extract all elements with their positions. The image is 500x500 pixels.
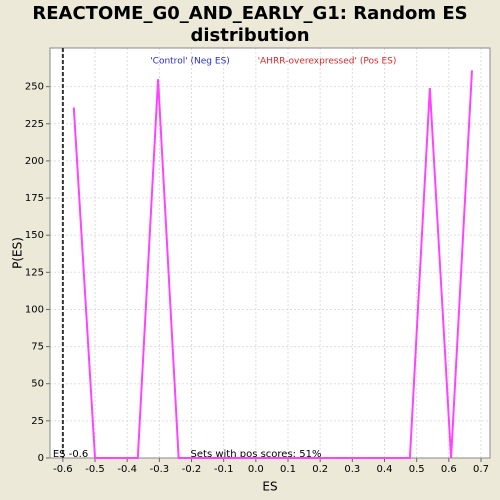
legend-entry: 'AHRR-overexpressed' (Pos ES) — [258, 57, 397, 67]
x-tick-label: -0.3 — [150, 464, 170, 475]
annotation: Sets with pos scores: 51% — [191, 449, 322, 460]
x-axis-label: ES — [262, 480, 277, 494]
y-tick-label: 100 — [25, 304, 44, 315]
x-tick-label: 0.3 — [344, 464, 360, 475]
x-tick-label: 0.0 — [248, 464, 264, 475]
y-tick-label: 125 — [25, 267, 44, 278]
x-tick-label: -0.6 — [53, 464, 73, 475]
x-tick-label: -0.4 — [117, 464, 137, 475]
x-tick-label: 0.5 — [409, 464, 425, 475]
line-series — [72, 70, 473, 459]
y-tick-label: 50 — [31, 379, 44, 390]
x-tick-label: -0.1 — [214, 464, 234, 475]
y-tick-label: 150 — [25, 230, 44, 241]
y-tick-label: 0 — [38, 453, 44, 464]
y-tick-label: 25 — [31, 416, 44, 427]
legend-entry: 'Control' (Neg ES) — [150, 57, 230, 67]
x-tick-label: 0.7 — [473, 464, 489, 475]
x-tick-label: 0.6 — [441, 464, 457, 475]
y-tick-label: 175 — [25, 193, 44, 204]
chart-title: REACTOME_G0_AND_EARLY_G1: Random ES — [32, 3, 467, 24]
y-tick-label: 250 — [25, 82, 44, 93]
x-tick-label: -0.2 — [182, 464, 202, 475]
es-marker-label: ES -0.6 — [53, 449, 88, 460]
x-tick-label: 0.4 — [377, 464, 393, 475]
y-tick-label: 200 — [25, 156, 44, 167]
x-tick-label: 0.1 — [280, 464, 296, 475]
chart-title: distribution — [190, 25, 309, 46]
y-tick-label: 225 — [25, 119, 44, 130]
x-tick-label: 0.2 — [312, 464, 328, 475]
x-tick-label: -0.5 — [85, 464, 105, 475]
y-axis-label: P(ES) — [11, 237, 25, 269]
y-tick-label: 75 — [31, 342, 44, 353]
plot-area — [50, 48, 490, 458]
